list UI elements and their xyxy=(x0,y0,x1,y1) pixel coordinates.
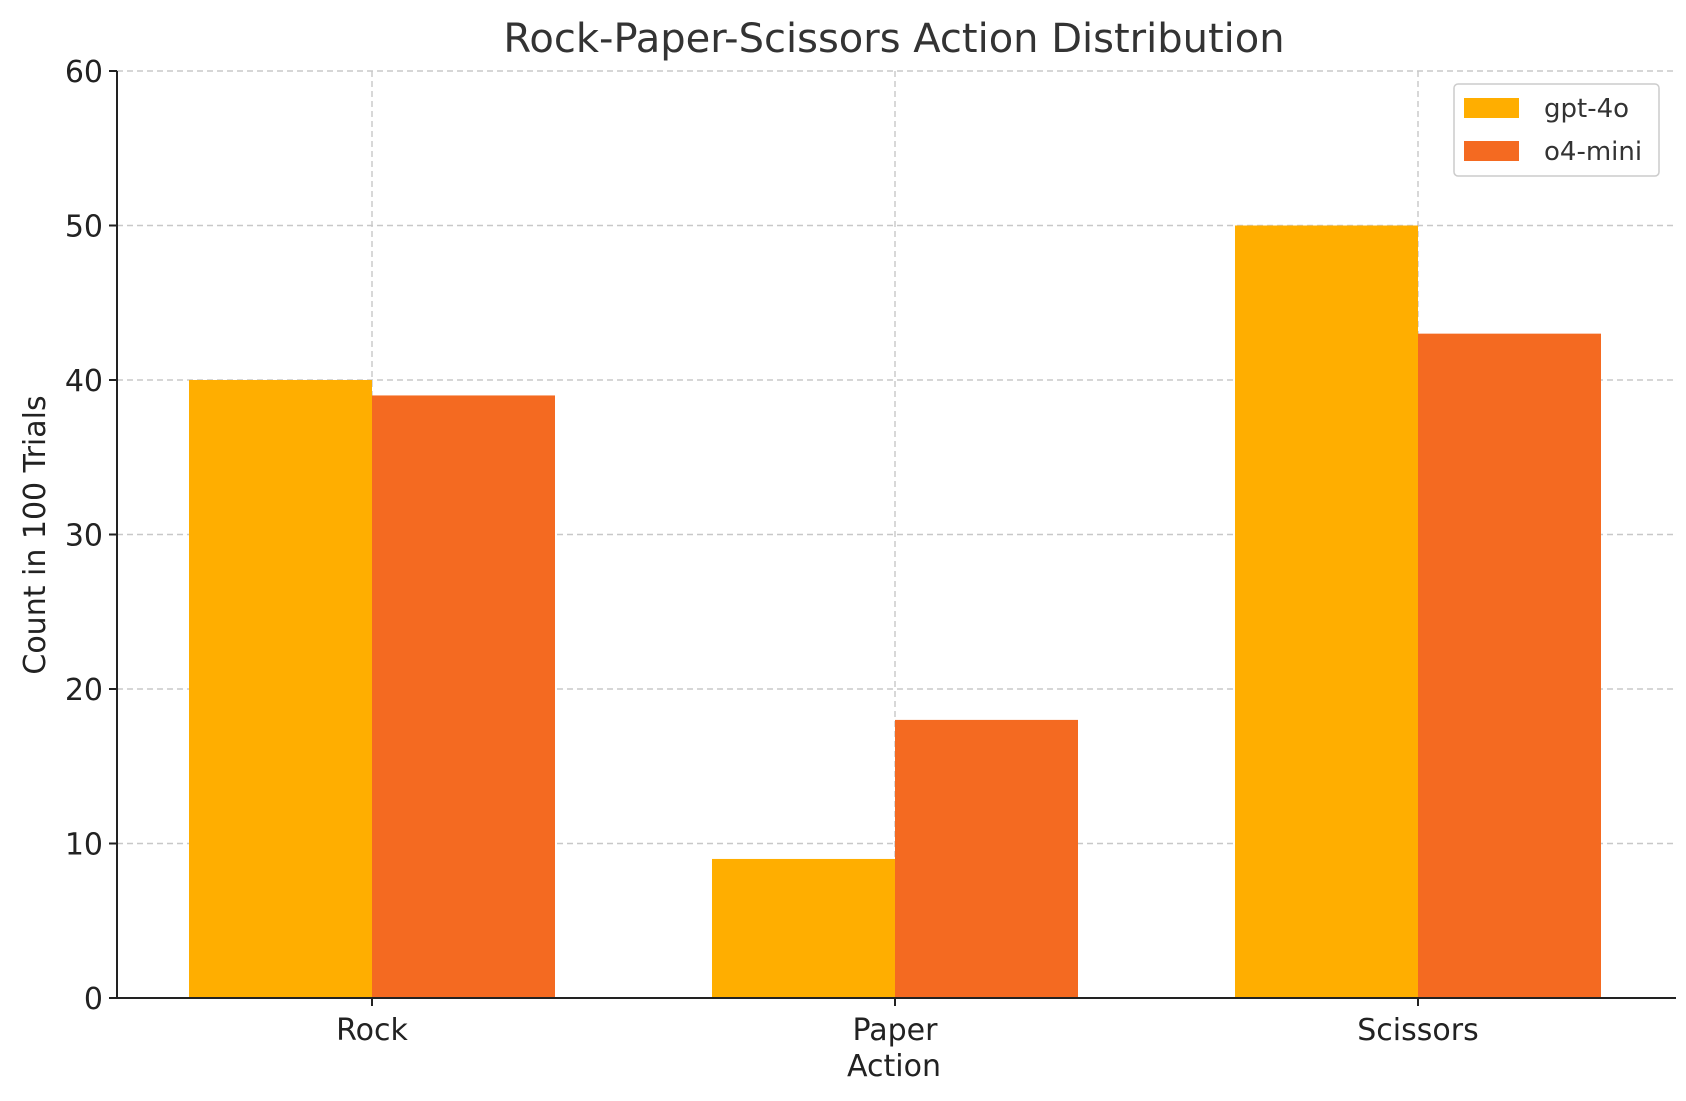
bar-gpt-4o-scissors xyxy=(1235,225,1418,998)
y-tick-label-10: 10 xyxy=(65,828,103,863)
axes xyxy=(109,70,1676,1006)
tick-labels: 0 10 20 30 40 50 60 Rock Paper Scissors xyxy=(65,55,1479,1048)
x-tick-label-paper: Paper xyxy=(853,1013,939,1048)
bar-o4-mini-rock xyxy=(372,395,555,998)
y-tick-label-60: 60 xyxy=(65,55,103,90)
legend-swatch-gpt-4o xyxy=(1464,98,1519,118)
legend-label-o4-mini: o4-mini xyxy=(1544,137,1642,167)
chart-title: Rock-Paper-Scissors Action Distribution xyxy=(503,16,1284,62)
x-axis-label: Action xyxy=(847,1049,941,1084)
y-tick-label-30: 30 xyxy=(65,519,103,554)
y-tick-label-40: 40 xyxy=(65,364,103,399)
legend-label-gpt-4o: gpt-4o xyxy=(1544,94,1629,124)
y-tick-label-20: 20 xyxy=(65,673,103,708)
y-tick-label-0: 0 xyxy=(84,982,103,1017)
legend: gpt-4o o4-mini xyxy=(1453,83,1660,177)
y-axis-label: Count in 100 Trials xyxy=(18,395,53,674)
bar-gpt-4o-paper xyxy=(712,858,895,998)
y-tick-label-50: 50 xyxy=(65,210,103,245)
x-tick-label-scissors: Scissors xyxy=(1357,1013,1478,1048)
bar-o4-mini-scissors xyxy=(1418,333,1601,998)
legend-swatch-o4-mini xyxy=(1464,141,1519,161)
bar-gpt-4o-rock xyxy=(189,380,372,998)
bar-o4-mini-paper xyxy=(895,719,1078,998)
x-tick-label-rock: Rock xyxy=(336,1013,408,1048)
bars xyxy=(189,225,1601,998)
